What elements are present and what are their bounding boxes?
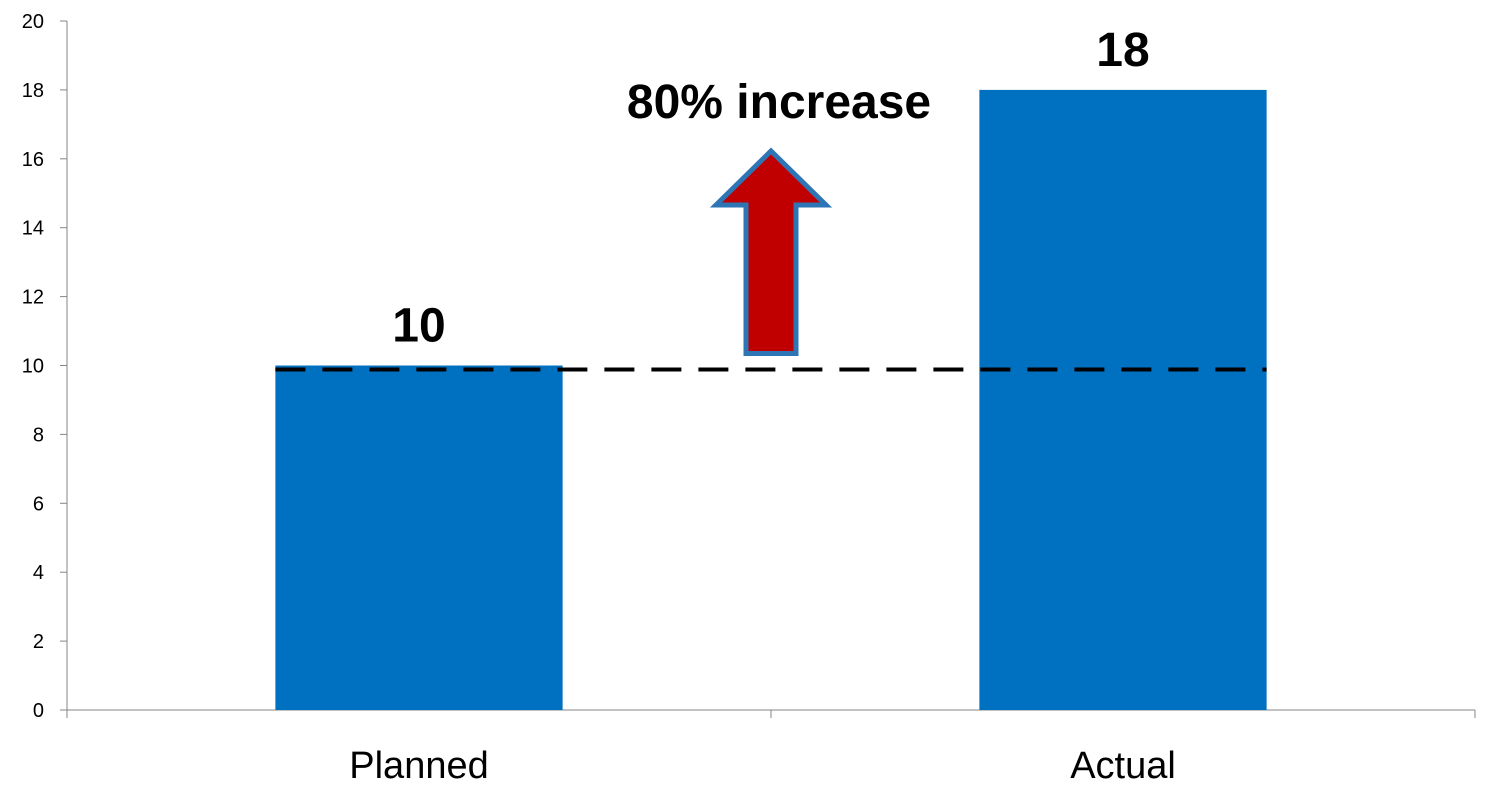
bars — [275, 89, 1267, 710]
y-tick-label: 6 — [33, 493, 44, 515]
y-tick-label: 16 — [22, 149, 44, 171]
x-category-label: Actual — [1070, 745, 1176, 787]
y-tick-label: 4 — [33, 562, 44, 584]
x-category-label: Planned — [349, 745, 488, 787]
y-tick-label: 20 — [22, 11, 44, 33]
data-label-actual: 18 — [1096, 24, 1149, 77]
y-tick-label: 8 — [33, 424, 44, 446]
bar-actual — [979, 89, 1267, 710]
increase-arrow-group — [709, 147, 833, 356]
y-tick-label: 18 — [22, 80, 44, 102]
y-tick-label: 2 — [33, 631, 44, 653]
bar-planned — [275, 365, 563, 710]
y-tick-label: 12 — [22, 287, 44, 309]
y-tick-label: 0 — [33, 700, 44, 722]
data-label-planned: 10 — [392, 300, 445, 353]
y-axis: 0 2 4 6 8 10 12 14 16 18 20 — [22, 11, 68, 722]
y-tick-label: 10 — [22, 356, 44, 378]
up-arrow-icon — [709, 147, 833, 356]
increase-annotation: 80% increase — [627, 76, 931, 129]
y-tick-label: 14 — [22, 218, 44, 240]
x-axis: Planned Actual — [66, 709, 1476, 787]
data-labels: 10 18 — [392, 24, 1149, 353]
